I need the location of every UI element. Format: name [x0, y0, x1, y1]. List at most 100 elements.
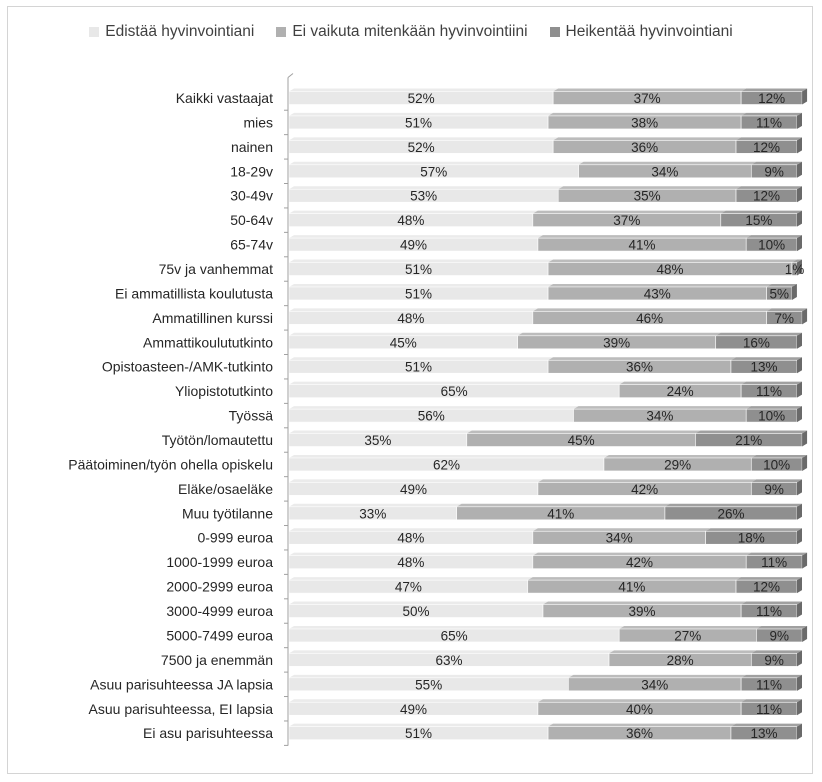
- data-label: 36%: [626, 360, 653, 375]
- data-label: 9%: [769, 628, 789, 643]
- data-label: 11%: [756, 702, 782, 717]
- category-label: Päätoiminen/työn ohella opiskelu: [68, 456, 273, 472]
- data-label: 48%: [397, 311, 424, 326]
- bar-segment-top: [289, 186, 564, 190]
- bar-segment-top: [289, 357, 554, 361]
- data-label: 51%: [405, 286, 432, 301]
- data-label: 1%: [785, 262, 805, 277]
- category-label: Työssä: [229, 408, 274, 424]
- bar-segment-top: [619, 381, 747, 385]
- bar-segment-top: [751, 161, 802, 165]
- bar-end-cap: [791, 283, 797, 300]
- category-label: mies: [243, 114, 273, 130]
- data-label: 37%: [613, 213, 640, 228]
- data-label: 63%: [436, 653, 463, 668]
- bar-segment-top: [736, 137, 802, 141]
- category-label: 50-64v: [230, 212, 273, 228]
- data-label: 10%: [763, 457, 790, 472]
- data-label: 36%: [626, 726, 653, 741]
- chart-legend: Edistää hyvinvointiani Ei vaikuta mitenk…: [0, 20, 822, 44]
- bar-end-cap: [797, 112, 802, 129]
- category-label: Kaikki vastaajat: [176, 90, 273, 106]
- data-label: 57%: [420, 164, 447, 179]
- data-label: 46%: [636, 311, 663, 326]
- bar-segment-top: [730, 723, 802, 727]
- bar-segment-top: [527, 577, 742, 581]
- bar-end-cap: [797, 210, 802, 227]
- data-label: 42%: [626, 555, 653, 570]
- bar-segment-top: [751, 454, 808, 458]
- category-label: Ammattikoulututkinto: [143, 334, 273, 350]
- bar-segment-top: [553, 137, 742, 141]
- bar-segment-top: [751, 479, 802, 483]
- bar-end-cap: [797, 479, 802, 496]
- category-label: Työtön/lomautettu: [162, 432, 273, 448]
- bar-segment-top: [741, 601, 802, 605]
- legend-swatch-series-1: [89, 27, 100, 37]
- bar-segment-top: [289, 601, 548, 605]
- bar-end-cap: [797, 357, 802, 374]
- bar-segment-top: [736, 186, 802, 190]
- data-label: 41%: [629, 238, 656, 253]
- data-label: 5%: [769, 286, 789, 301]
- data-label: 55%: [415, 677, 442, 692]
- bar-segment-top: [573, 406, 752, 410]
- bar-end-cap: [797, 259, 802, 276]
- category-label: 30-49v: [230, 188, 273, 204]
- bar-segment-top: [548, 723, 736, 727]
- bar-segment-top: [289, 259, 554, 263]
- data-label: 9%: [764, 653, 784, 668]
- data-label: 43%: [644, 286, 671, 301]
- bar-segment-top: [289, 454, 609, 458]
- bar-segment-top: [741, 88, 808, 92]
- data-label: 10%: [758, 409, 785, 424]
- data-label: 29%: [664, 457, 691, 472]
- data-label: 47%: [395, 580, 422, 595]
- data-label: 45%: [390, 335, 417, 350]
- data-label: 53%: [410, 189, 437, 204]
- bar-segment-top: [746, 552, 808, 556]
- data-label: 49%: [400, 482, 427, 497]
- bar-segment-top: [568, 674, 747, 678]
- bar-segment-top: [578, 161, 757, 165]
- data-label: 34%: [651, 164, 678, 179]
- data-label: 49%: [400, 702, 427, 717]
- data-label: 26%: [717, 506, 744, 521]
- data-label: 33%: [359, 506, 386, 521]
- bar-end-cap: [802, 88, 808, 105]
- bar-segment-top: [289, 625, 625, 629]
- bar-end-cap: [797, 699, 802, 716]
- data-label: 28%: [667, 653, 694, 668]
- bar-segment-top: [456, 503, 670, 507]
- bar-segment-top: [289, 210, 538, 214]
- bar-segment-top: [289, 332, 523, 336]
- data-label: 56%: [418, 409, 445, 424]
- legend-item-series-1[interactable]: Edistää hyvinvointiani: [89, 23, 254, 41]
- bar-segment-top: [532, 528, 711, 532]
- bar-segment-top: [756, 625, 808, 629]
- category-label: 65-74v: [230, 237, 273, 253]
- data-label: 12%: [758, 91, 785, 106]
- data-label: 52%: [408, 91, 435, 106]
- bar-segment-top: [548, 283, 772, 287]
- bar-end-cap: [797, 406, 802, 423]
- data-label: 40%: [626, 702, 653, 717]
- bar-segment-top: [741, 112, 802, 116]
- bar-end-cap: [802, 552, 808, 569]
- category-label: Muu työtilanne: [182, 505, 273, 521]
- data-label: 10%: [758, 238, 785, 253]
- bar-segment-top: [741, 674, 802, 678]
- category-label: 1000-1999 euroa: [166, 554, 273, 570]
- legend-item-series-2[interactable]: Ei vaikuta mitenkään hyvinvointiini: [276, 23, 528, 41]
- bar-segment-top: [289, 112, 554, 116]
- legend-item-series-3[interactable]: Heikentää hyvinvointiani: [549, 23, 733, 41]
- bar-segment-top: [548, 112, 747, 116]
- legend-swatch-series-3: [549, 27, 560, 37]
- legend-label-series-3: Heikentää hyvinvointiani: [565, 23, 733, 40]
- legend-swatch-series-2: [276, 27, 287, 37]
- bar-segment-top: [289, 577, 533, 581]
- bar-segment-top: [289, 430, 472, 434]
- bar-segment-top: [746, 235, 802, 239]
- bar-segment-top: [746, 406, 802, 410]
